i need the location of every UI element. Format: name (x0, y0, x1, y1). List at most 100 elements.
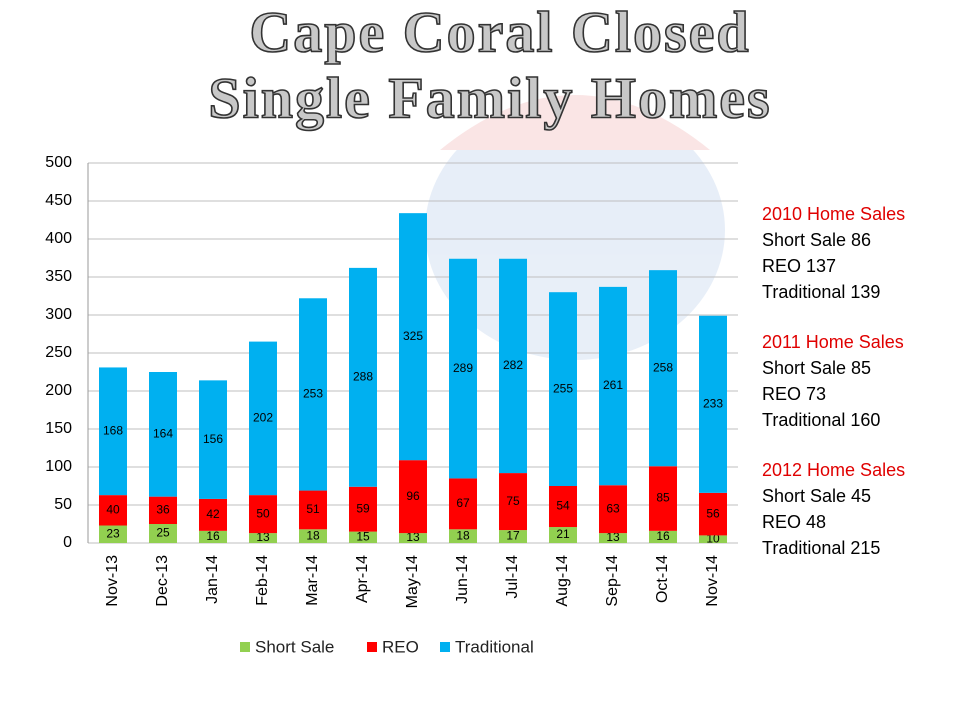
chart-title: Cape Coral Closed (249, 0, 750, 64)
x-tick-label: Jun-14 (454, 555, 471, 604)
bar-segment (299, 490, 327, 530)
data-label: 13 (256, 530, 270, 544)
bar-segment (499, 530, 527, 543)
annotation-line: REO 73 (762, 384, 826, 404)
legend-swatch (440, 642, 450, 652)
x-tick-label: Dec-13 (154, 555, 171, 607)
data-label: 96 (406, 489, 420, 503)
y-tick-label: 300 (45, 306, 72, 323)
bar-segment (649, 270, 677, 467)
data-label: 288 (353, 369, 373, 383)
bar-segment (699, 535, 727, 543)
annotation-line: Traditional 139 (762, 282, 880, 302)
chart-title: Single Family Homes (208, 65, 771, 130)
data-label: 23 (106, 526, 120, 540)
bar-segment (349, 267, 377, 487)
bar-segment (299, 529, 327, 543)
y-tick-label: 150 (45, 420, 72, 437)
data-label: 75 (506, 494, 520, 508)
data-label: 16 (206, 529, 220, 543)
bar-segment (149, 496, 177, 524)
data-label: 21 (556, 527, 570, 541)
data-label: 18 (456, 528, 470, 542)
y-tick-label: 50 (54, 496, 72, 513)
annotation-line: Traditional 160 (762, 410, 880, 430)
annotation-line: REO 137 (762, 256, 836, 276)
data-label: 253 (303, 387, 323, 401)
data-label: 255 (553, 381, 573, 395)
legend-swatch (240, 642, 250, 652)
data-label: 54 (556, 499, 570, 513)
bar-segment (599, 286, 627, 486)
bar-segment (649, 466, 677, 531)
bar-segment (99, 367, 127, 496)
data-label: 17 (506, 529, 520, 543)
data-label: 325 (403, 329, 423, 343)
data-label: 15 (356, 529, 370, 543)
annotation-line: REO 48 (762, 512, 826, 532)
bar-segment (399, 533, 427, 543)
x-tick-label: Oct-14 (654, 555, 671, 603)
bar-segment (349, 486, 377, 532)
data-label: 50 (256, 506, 270, 520)
data-label: 13 (606, 530, 620, 544)
legend-swatch (367, 642, 377, 652)
bar-segment (249, 341, 277, 496)
annotation-heading: 2011 Home Sales (762, 332, 904, 352)
data-label: 59 (356, 501, 370, 515)
annotation-line: Short Sale 85 (762, 358, 871, 378)
legend-label: REO (382, 637, 419, 656)
x-tick-label: Sep-14 (604, 555, 621, 607)
data-label: 51 (306, 502, 320, 516)
x-tick-label: Nov-13 (104, 555, 121, 607)
annotation-heading: 2010 Home Sales (762, 204, 905, 224)
data-label: 261 (603, 378, 623, 392)
bar-segment (499, 258, 527, 474)
x-tick-label: May-14 (404, 555, 421, 608)
y-tick-label: 450 (45, 192, 72, 209)
annotation-line: Traditional 215 (762, 538, 880, 558)
x-tick-label: Nov-14 (704, 555, 721, 607)
data-label: 233 (703, 396, 723, 410)
data-label: 258 (653, 360, 673, 374)
y-tick-label: 500 (45, 154, 72, 171)
bar-segment (649, 530, 677, 543)
annotation-heading: 2012 Home Sales (762, 460, 905, 480)
data-label: 40 (106, 502, 120, 516)
x-tick-label: Feb-14 (254, 555, 271, 606)
data-label: 13 (406, 530, 420, 544)
legend-label: Traditional (455, 637, 534, 656)
bar-segment (199, 380, 227, 499)
bar-segment (599, 533, 627, 543)
x-tick-label: Mar-14 (304, 555, 321, 606)
y-tick-label: 200 (45, 382, 72, 399)
data-label: 164 (153, 426, 173, 440)
data-label: 202 (253, 411, 273, 425)
bar-segment (249, 495, 277, 534)
data-label: 168 (103, 423, 123, 437)
data-label: 18 (306, 528, 320, 542)
x-tick-label: Aug-14 (554, 555, 571, 607)
bar-segment (499, 473, 527, 531)
y-tick-label: 400 (45, 230, 72, 247)
y-tick-label: 0 (63, 534, 72, 551)
bar-segment (699, 315, 727, 493)
data-label: 282 (503, 358, 523, 372)
bar-segment (399, 460, 427, 534)
data-label: 156 (203, 432, 223, 446)
annotation-line: Short Sale 45 (762, 486, 871, 506)
bar-segment (449, 258, 477, 479)
bar-segment (149, 524, 177, 543)
y-tick-label: 350 (45, 268, 72, 285)
legend-label: Short Sale (255, 637, 334, 656)
x-tick-label: Apr-14 (354, 555, 371, 603)
annotation-line: Short Sale 86 (762, 230, 871, 250)
bar-segment (199, 498, 227, 531)
data-label: 16 (656, 529, 670, 543)
y-tick-label: 100 (45, 458, 72, 475)
bar-segment (249, 533, 277, 543)
data-label: 85 (656, 491, 670, 505)
data-label: 25 (156, 526, 170, 540)
x-tick-label: Jul-14 (504, 555, 521, 599)
